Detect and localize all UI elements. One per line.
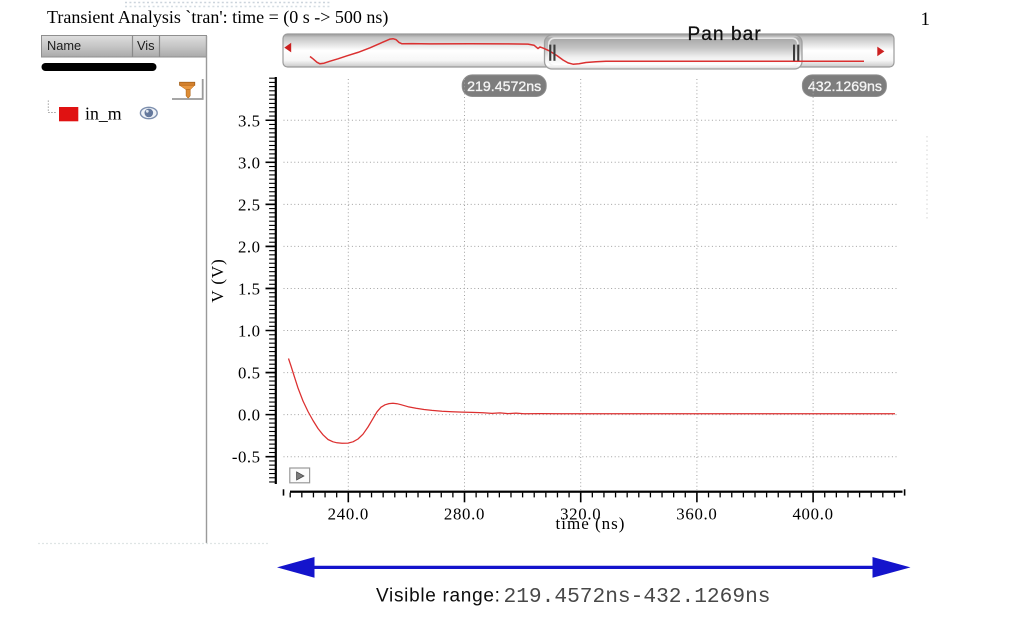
svg-text:360.0: 360.0 (676, 505, 717, 524)
svg-text:0.0: 0.0 (238, 406, 260, 425)
svg-text:280.0: 280.0 (444, 505, 485, 524)
svg-text:1.5: 1.5 (238, 280, 260, 299)
svg-text:2.0: 2.0 (238, 237, 260, 256)
svg-text:-0.5: -0.5 (232, 448, 261, 467)
svg-text:time (ns): time (ns) (556, 514, 626, 533)
svg-text:1: 1 (921, 9, 931, 30)
svg-text:V (V): V (V) (208, 258, 227, 302)
svg-text:3.0: 3.0 (238, 153, 260, 172)
svg-text:0.5: 0.5 (238, 364, 260, 383)
svg-text:Transient Analysis `tran': tim: Transient Analysis `tran': time = (0 s -… (47, 7, 388, 28)
svg-text:Name: Name (47, 38, 81, 53)
svg-text:432.1269ns: 432.1269ns (808, 79, 882, 95)
svg-text:400.0: 400.0 (792, 505, 833, 524)
svg-text:Vis: Vis (137, 38, 155, 53)
svg-text:2.5: 2.5 (238, 195, 260, 214)
svg-text:Visible range:: Visible range: (376, 586, 501, 607)
svg-text:1.0: 1.0 (238, 322, 260, 341)
svg-text:219.4572ns: 219.4572ns (467, 79, 541, 95)
svg-text:Pan bar: Pan bar (688, 24, 762, 45)
svg-text:3.5: 3.5 (238, 111, 260, 130)
svg-text:in_m: in_m (85, 104, 122, 124)
svg-text:240.0: 240.0 (328, 505, 369, 524)
svg-text:219.4572ns-432.1269ns: 219.4572ns-432.1269ns (504, 585, 771, 609)
svg-text:320.0: 320.0 (560, 505, 601, 524)
